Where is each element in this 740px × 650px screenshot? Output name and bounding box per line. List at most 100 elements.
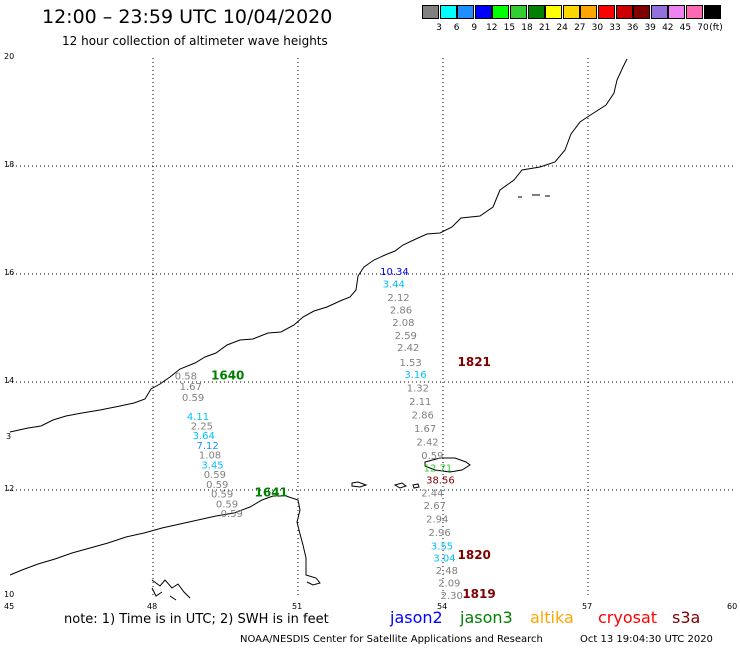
legend-jason2: jason2	[390, 608, 443, 627]
wave-height-value: 2.48	[436, 566, 458, 577]
wave-height-value: 1.67	[414, 424, 436, 435]
scale-label: 15	[503, 23, 516, 33]
scale-label: 12	[486, 23, 498, 33]
wave-height-value: 1.32	[407, 384, 429, 395]
scale-label: 42	[662, 23, 674, 33]
scale-label: 27	[574, 23, 586, 33]
wave-height-value: 0.59	[206, 480, 228, 491]
scale-swatch	[703, 5, 721, 19]
scale-swatch	[562, 5, 580, 19]
scale-label: 18	[521, 23, 533, 33]
wave-height-value: 2.94	[426, 514, 448, 525]
scale-swatch	[457, 5, 475, 19]
wave-height-value: 2.44	[421, 488, 443, 499]
scale-swatch	[422, 5, 439, 19]
lat-label: 10	[4, 590, 15, 599]
legend-jason3: jason3	[460, 608, 513, 627]
track-time-label: 1821	[458, 355, 491, 369]
scale-swatch	[545, 5, 563, 19]
socotra-island	[424, 457, 471, 473]
wave-height-value: 2.59	[395, 331, 417, 342]
note-text: note: 1) Time is in UTC; 2) SWH is in fe…	[64, 612, 329, 627]
scale-label: 6	[453, 23, 460, 33]
lon-label: 60	[727, 602, 738, 611]
kuria-islands	[518, 194, 550, 198]
lon-label: 45	[4, 602, 15, 611]
scale-swatch	[510, 5, 527, 19]
scale-label: 21	[538, 23, 551, 33]
wave-height-value: 2.42	[397, 343, 419, 354]
scale-label: 36	[626, 23, 639, 33]
scale-label: 39	[644, 23, 656, 33]
altimeter-tracks: 0.581.670.5916404.112.253.647.121.083.45…	[175, 267, 496, 602]
wave-height-value: 2.67	[424, 501, 446, 512]
wave-height-value: 7.12	[197, 441, 219, 452]
scale-swatch	[686, 5, 703, 19]
wave-height-value: 0.59	[221, 509, 243, 520]
map-subtitle: 12 hour collection of altimeter wave hei…	[62, 34, 328, 48]
wave-height-value: 0.59	[182, 393, 204, 404]
wave-height-value: 12.71	[424, 464, 453, 475]
track-time-label: 1640	[211, 368, 244, 382]
wave-height-value: 2.30	[441, 591, 463, 602]
grid-lines	[8, 58, 733, 598]
scale-swatch	[598, 5, 615, 19]
wave-height-value: 0.59	[421, 451, 443, 462]
legend-altika: altika	[530, 608, 574, 627]
track-time-label: 1819	[462, 587, 495, 601]
lon-label: 48	[147, 602, 158, 611]
wave-height-value: 2.86	[390, 305, 412, 316]
islet-3	[412, 483, 420, 489]
lat-label: 18	[4, 160, 15, 169]
scale-swatch	[650, 5, 668, 19]
wave-height-value: 2.42	[416, 438, 438, 449]
wave-height-value: 3.55	[431, 541, 453, 552]
scale-swatch	[615, 5, 633, 19]
wave-height-value: 2.09	[438, 579, 460, 590]
coastline-somalia	[9, 495, 321, 586]
lat-label: 14	[4, 376, 15, 385]
lat-label: 20	[4, 52, 15, 61]
wave-height-value: 1.08	[199, 451, 221, 462]
reef-marks	[151, 579, 191, 601]
scale-label: 45	[679, 23, 692, 33]
wave-height-value: 1.67	[180, 382, 202, 393]
scale-swatch	[474, 5, 492, 19]
scale-swatch	[633, 5, 651, 19]
wave-height-value: 2.08	[392, 318, 414, 329]
footer-timestamp: Oct 13 19:04:30 UTC 2020	[580, 634, 713, 645]
islet-2	[393, 482, 408, 489]
wave-height-value: 3.64	[193, 431, 215, 442]
lon-label: 51	[292, 602, 303, 611]
legend-s3a: s3a	[672, 608, 701, 627]
lon-label: 54	[437, 602, 448, 611]
scale-label: 70	[697, 23, 709, 33]
track-time-label: 1820	[458, 548, 491, 562]
lat-label: 3	[6, 432, 12, 441]
scale-swatch	[527, 5, 545, 19]
scale-label: 3	[436, 23, 442, 33]
scale-label: 30	[591, 23, 604, 33]
legend-cryosat: cryosat	[598, 608, 658, 627]
wave-height-value: 2.96	[429, 528, 451, 539]
lon-label: 57	[582, 602, 593, 611]
wave-height-value: 2.25	[191, 422, 213, 433]
coastline-arabia	[9, 58, 628, 433]
wave-height-value: 0.59	[211, 490, 233, 501]
scale-label: 33	[609, 23, 621, 33]
wave-height-value: 3.45	[201, 460, 223, 471]
wave-height-value: 0.58	[175, 371, 197, 382]
coastline	[9, 58, 628, 601]
scale-swatch	[439, 5, 457, 19]
wave-height-value: 3.04	[433, 553, 455, 564]
wave-height-value: 1.53	[400, 358, 422, 369]
lat-label: 12	[4, 484, 15, 493]
wave-height-value: 10.34	[380, 267, 409, 278]
wave-height-value: 4.11	[187, 412, 209, 423]
scale-label: 24	[556, 23, 568, 33]
wave-height-value: 2.12	[387, 293, 409, 304]
scale-swatch	[492, 5, 510, 19]
scale-label: 9	[471, 23, 478, 33]
wave-height-value: 3.16	[404, 370, 426, 381]
